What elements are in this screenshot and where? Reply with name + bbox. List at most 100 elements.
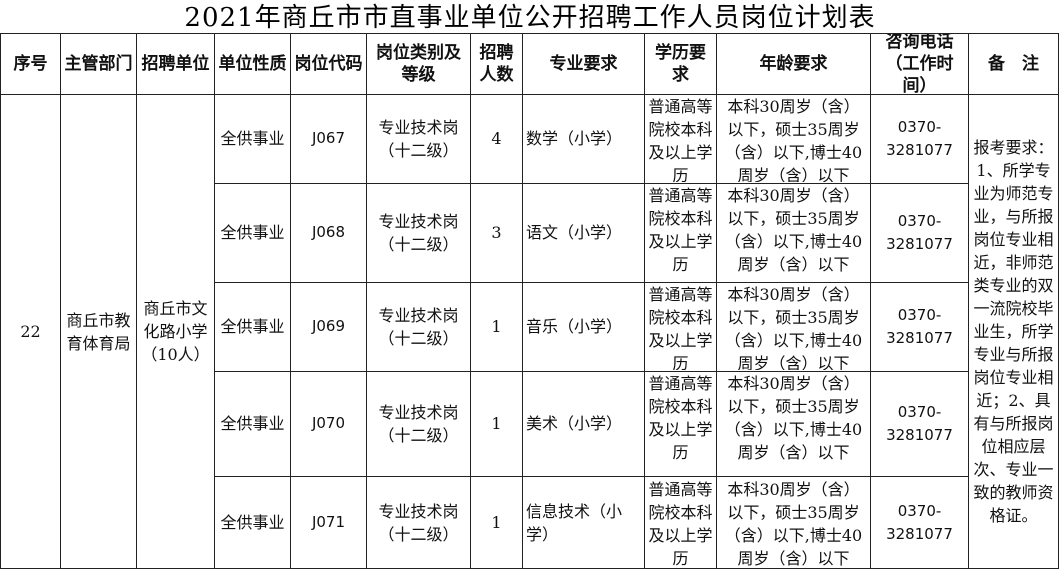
count-cell: 1 bbox=[470, 281, 523, 372]
phone-cell: 0370-3281077 bbox=[870, 370, 969, 478]
count-cell: 1 bbox=[470, 476, 523, 569]
age-cell-text: 本科30周岁（含）以下，硕士35周岁（含）以下,博士40周岁（含）以下 bbox=[724, 186, 863, 275]
header-code: 岗位代码 bbox=[290, 33, 367, 95]
employer-cell: 商丘市文化路小学（10人） bbox=[136, 94, 215, 569]
header-label: 序号 bbox=[13, 54, 48, 74]
header-label: 学历要求 bbox=[655, 43, 706, 85]
code-cell: J068 bbox=[290, 182, 367, 283]
education-cell-text: 普通高等院校本科及以上学历 bbox=[648, 374, 713, 463]
header-nature: 单位性质 bbox=[214, 33, 291, 95]
category-cell: 专业技术岗（十二级） bbox=[366, 94, 471, 184]
age-cell-text: 本科30周岁（含）以下，硕士35周岁（含）以下,博士40周岁（含）以下 bbox=[724, 374, 863, 463]
phone-cell-text: 0370-3281077 bbox=[886, 305, 953, 347]
category-cell: 专业技术岗（十二级） bbox=[366, 476, 471, 569]
age-cell: 本科30周岁（含）以下，硕士35周岁（含）以下,博士40周岁（含）以下 bbox=[716, 370, 871, 478]
phone-cell: 0370-3281077 bbox=[870, 182, 969, 283]
count-cell-text: 3 bbox=[491, 223, 502, 243]
header-department: 主管部门 bbox=[60, 33, 137, 95]
table-row: 全供事业 J068 专业技术岗（十二级） 3 语文（小学） 普通高等院校本科及以上学历 本科… bbox=[1, 182, 1059, 283]
header-label: 招聘人数 bbox=[479, 43, 514, 85]
count-cell-text: 4 bbox=[491, 129, 502, 149]
header-education: 学历要求 bbox=[644, 33, 717, 95]
education-cell-text: 普通高等院校本科及以上学历 bbox=[648, 479, 713, 568]
header-category: 岗位类别及等级 bbox=[366, 33, 471, 95]
phone-cell: 0370-3281077 bbox=[870, 94, 969, 184]
page-title: 2021年商丘市市直事业单位公开招聘工作人员岗位计划表 bbox=[184, 3, 876, 33]
header-major: 专业要求 bbox=[522, 33, 645, 95]
nature-cell-text: 全供事业 bbox=[220, 317, 285, 337]
header-remarks: 备 注 bbox=[968, 33, 1059, 95]
header-label: 岗位类别及等级 bbox=[376, 43, 461, 85]
employer-cell-text: 商丘市文化路小学（10人） bbox=[141, 299, 210, 364]
header-age: 年龄要求 bbox=[716, 33, 871, 95]
header-count: 招聘人数 bbox=[470, 33, 523, 95]
seq-cell-text: 22 bbox=[20, 322, 41, 341]
category-cell-text: 专业技术岗（十二级） bbox=[378, 501, 459, 544]
code-cell-text: J069 bbox=[311, 317, 346, 336]
header-label: 咨询电话（工作时间） bbox=[885, 34, 954, 94]
header-label: 年龄要求 bbox=[759, 54, 828, 74]
age-cell-text: 本科30周岁（含）以下，硕士35周岁（含）以下,博士40周岁（含）以下 bbox=[724, 97, 863, 183]
education-cell-text: 普通高等院校本科及以上学历 bbox=[648, 285, 713, 371]
nature-cell: 全供事业 bbox=[214, 281, 291, 372]
nature-cell: 全供事业 bbox=[214, 94, 291, 184]
major-cell-text: 信息技术（小学） bbox=[526, 501, 623, 544]
code-cell: J070 bbox=[290, 370, 367, 478]
major-cell-text: 美术（小学） bbox=[526, 414, 623, 434]
age-cell: 本科30周岁（含）以下，硕士35周岁（含）以下,博士40周岁（含）以下 bbox=[716, 94, 871, 184]
nature-cell-text: 全供事业 bbox=[220, 129, 285, 149]
nature-cell: 全供事业 bbox=[214, 476, 291, 569]
education-cell: 普通高等院校本科及以上学历 bbox=[644, 476, 717, 569]
major-cell: 音乐（小学） bbox=[522, 281, 645, 372]
header-label: 备 注 bbox=[988, 54, 1039, 74]
education-cell: 普通高等院校本科及以上学历 bbox=[644, 94, 717, 184]
header-label: 岗位代码 bbox=[294, 54, 363, 74]
header-label: 主管部门 bbox=[64, 54, 133, 74]
count-cell: 4 bbox=[470, 94, 523, 184]
code-cell: J071 bbox=[290, 476, 367, 569]
department-cell-text: 商丘市教育体育局 bbox=[66, 310, 131, 353]
major-cell: 信息技术（小学） bbox=[522, 476, 645, 569]
age-cell: 本科30周岁（含）以下，硕士35周岁（含）以下,博士40周岁（含）以下 bbox=[716, 281, 871, 372]
table-row: 全供事业 J069 专业技术岗（十二级） 1 音乐（小学） 普通高等院校本科及以上学历 本科… bbox=[1, 281, 1059, 372]
phone-cell-text: 0370-3281077 bbox=[886, 402, 953, 444]
major-cell: 数学（小学） bbox=[522, 94, 645, 184]
code-cell-text: J070 bbox=[311, 414, 346, 433]
nature-cell-text: 全供事业 bbox=[220, 513, 285, 532]
category-cell-text: 专业技术岗（十二级） bbox=[378, 305, 459, 348]
remarks-cell-text: 报考要求：1、所学专业为师范专业，与所报岗位专业相近，非师范类专业的双一流院校毕… bbox=[973, 138, 1054, 525]
education-cell: 普通高等院校本科及以上学历 bbox=[644, 182, 717, 283]
header-label: 专业要求 bbox=[549, 54, 618, 74]
nature-cell: 全供事业 bbox=[214, 370, 291, 478]
category-cell: 专业技术岗（十二级） bbox=[366, 281, 471, 372]
phone-cell: 0370-3281077 bbox=[870, 476, 969, 569]
code-cell: J067 bbox=[290, 94, 367, 184]
department-cell: 商丘市教育体育局 bbox=[60, 94, 137, 569]
major-cell-text: 语文（小学） bbox=[526, 223, 623, 243]
code-cell-text: J071 bbox=[311, 513, 346, 531]
count-cell-text: 1 bbox=[491, 414, 502, 434]
major-cell: 美术（小学） bbox=[522, 370, 645, 478]
table-row: 全供事业 J071 专业技术岗（十二级） 1 信息技术（小学） 普通高等院校本科及以上学历… bbox=[1, 476, 1059, 569]
header-label: 招聘单位 bbox=[141, 54, 210, 74]
code-cell-text: J068 bbox=[311, 223, 346, 242]
phone-cell-text: 0370-3281077 bbox=[886, 501, 953, 543]
age-cell-text: 本科30周岁（含）以下，硕士35周岁（含）以下,博士40周岁（含）以下 bbox=[724, 285, 863, 371]
phone-cell-text: 0370-3281077 bbox=[886, 117, 953, 159]
education-cell-text: 普通高等院校本科及以上学历 bbox=[648, 97, 713, 183]
category-cell: 专业技术岗（十二级） bbox=[366, 370, 471, 478]
phone-cell: 0370-3281077 bbox=[870, 281, 969, 372]
age-cell-text: 本科30周岁（含）以下，硕士35周岁（含）以下,博士40周岁（含）以下 bbox=[724, 479, 863, 568]
count-cell-text: 1 bbox=[491, 513, 502, 532]
nature-cell-text: 全供事业 bbox=[220, 414, 285, 434]
category-cell-text: 专业技术岗（十二级） bbox=[378, 402, 459, 445]
education-cell-text: 普通高等院校本科及以上学历 bbox=[648, 186, 713, 275]
phone-cell-text: 0370-3281077 bbox=[886, 211, 953, 253]
remarks-cell: 报考要求：1、所学专业为师范专业，与所报岗位专业相近，非师范类专业的双一流院校毕… bbox=[968, 94, 1059, 569]
count-cell-text: 1 bbox=[491, 317, 502, 337]
header-label: 单位性质 bbox=[218, 54, 287, 74]
header-row: 序号 主管部门 招聘单位 单位性质 岗位代码 岗位类别及等级 招聘人数 专业要求 学历要求 年龄要… bbox=[0, 33, 1059, 95]
education-cell: 普通高等院校本科及以上学历 bbox=[644, 370, 717, 478]
header-employer: 招聘单位 bbox=[136, 33, 215, 95]
header-phone: 咨询电话（工作时间） bbox=[870, 33, 969, 95]
